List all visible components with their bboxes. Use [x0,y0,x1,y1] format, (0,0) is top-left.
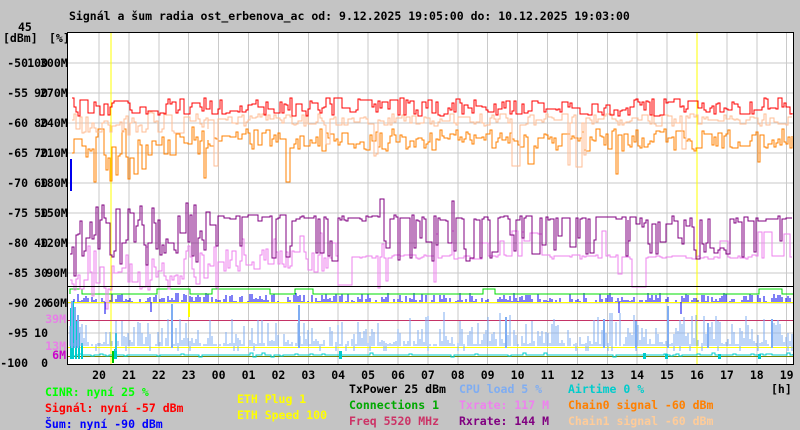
legend-cinr: CINR: nyní 25 % [45,385,149,399]
x-axis-label: 23 [181,368,196,382]
y-axis-label-mbit: 90M [46,266,67,280]
axis-hour-unit: [h] [771,382,792,396]
y-axis-label-pct: 30 [34,266,48,280]
y-axis-label-mbit: 150M [40,206,68,220]
legend-eth-speed: ETH Speed 100 [237,408,328,422]
x-axis-label: 12 [570,368,585,382]
x-axis-label: 20 [92,368,106,382]
legend-txrate: Txrate: 117 M [459,398,550,412]
y-axis-label-mbit: 240M [40,116,68,130]
y-axis-label-dbm: -60 [7,116,28,130]
y-axis-label-dbm: -70 [7,176,28,190]
y-axis-label-dbm: -50 [7,56,28,70]
legend-txpower: TxPower 25 dBm [349,382,446,396]
y-axis-label-pct: 40 [34,236,48,250]
axis-unit-pct: [%] [49,31,70,45]
x-axis-label: 00 [211,368,226,382]
x-axis-label: 15 [660,368,675,382]
y-axis-label-dbm: -75 [7,206,28,220]
y-axis-label-mbit: 270M [40,86,68,100]
x-axis-label: 06 [391,368,405,382]
y-axis-label-dbm: -65 [7,146,28,160]
x-axis-label: 11 [540,368,555,382]
x-axis-label: 18 [749,368,764,382]
y-axis-label-dbm: -55 [7,86,28,100]
x-axis-label: 03 [301,368,316,382]
x-axis-label: 16 [690,368,704,382]
x-axis-label: 08 [450,368,465,382]
legend-chain1: Chain1 signal -60 dBm [568,414,714,428]
y-axis-extra-label: 6M [52,348,66,362]
x-axis-label: 01 [241,368,256,382]
x-axis-label: 10 [510,368,525,382]
legend-chain0: Chain0 signal -60 dBm [568,398,714,412]
y-axis-label-dbm: -80 [7,236,28,250]
y-axis-label-pct: 60 [34,176,48,190]
legend-eth-plug: ETH Plug 1 [237,392,307,406]
y-axis-label-pct: 100 [27,56,48,70]
y-axis-label-pct: 0 [41,356,48,370]
x-axis-label: 02 [271,368,286,382]
x-axis-label: 04 [331,368,346,382]
x-axis-label: 05 [361,368,376,382]
y-axis-label-dbm: -95 [7,326,28,340]
legend-cpu-load: CPU load 5 % [459,382,543,396]
legend-freq: Freq 5520 MHz [349,414,440,428]
x-axis-label: 22 [151,368,166,382]
x-axis-label: 14 [630,368,645,382]
y-axis-label-pct: 90 [34,86,48,100]
legend-signal: Signál: nyní -57 dBm [45,401,184,415]
y-axis-label-dbm: -85 [7,266,28,280]
y-axis-label-pct: 10 [34,326,48,340]
x-axis-label: 07 [420,368,435,382]
y-axis-label-pct: 20 [34,296,48,310]
y-axis-label-dbm: -90 [7,296,28,310]
x-axis-label: 09 [480,368,495,382]
plot-canvas [68,33,793,364]
legend-sum: Šum: nyní -90 dBm [45,417,163,430]
graph-title: Signál a šum radia ost_erbenova_ac od: 9… [69,9,630,23]
y-axis-label-mbit: 210M [40,146,68,160]
plot-area [67,32,794,365]
x-axis-label: 13 [600,368,615,382]
y-axis-label-pct: 70 [34,146,48,160]
x-axis-label: 19 [779,368,794,382]
axis-unit-dbm: [dBm] [3,31,38,45]
y-axis-label-dbm: -100 [0,356,28,370]
legend-connections: Connections 1 [349,398,440,412]
x-axis-label: 17 [719,368,734,382]
y-axis-label-mbit: 120M [40,236,68,250]
y-axis-label-mbit: 300M [40,56,68,70]
y-axis-label-mbit: 180M [40,176,68,190]
legend-rxrate: Rxrate: 144 M [459,414,550,428]
axis-top-note: 45 [18,20,32,34]
y-axis-extra-label: 39M [45,312,66,326]
legend-airtime: Airtime 0 % [568,382,645,396]
y-axis-extra-label: 13M [45,339,66,353]
y-axis-label-pct: 80 [34,116,48,130]
y-axis-label-pct: 50 [34,206,48,220]
y-axis-label-mbit: 60M [46,296,67,310]
x-axis-label: 21 [121,368,136,382]
